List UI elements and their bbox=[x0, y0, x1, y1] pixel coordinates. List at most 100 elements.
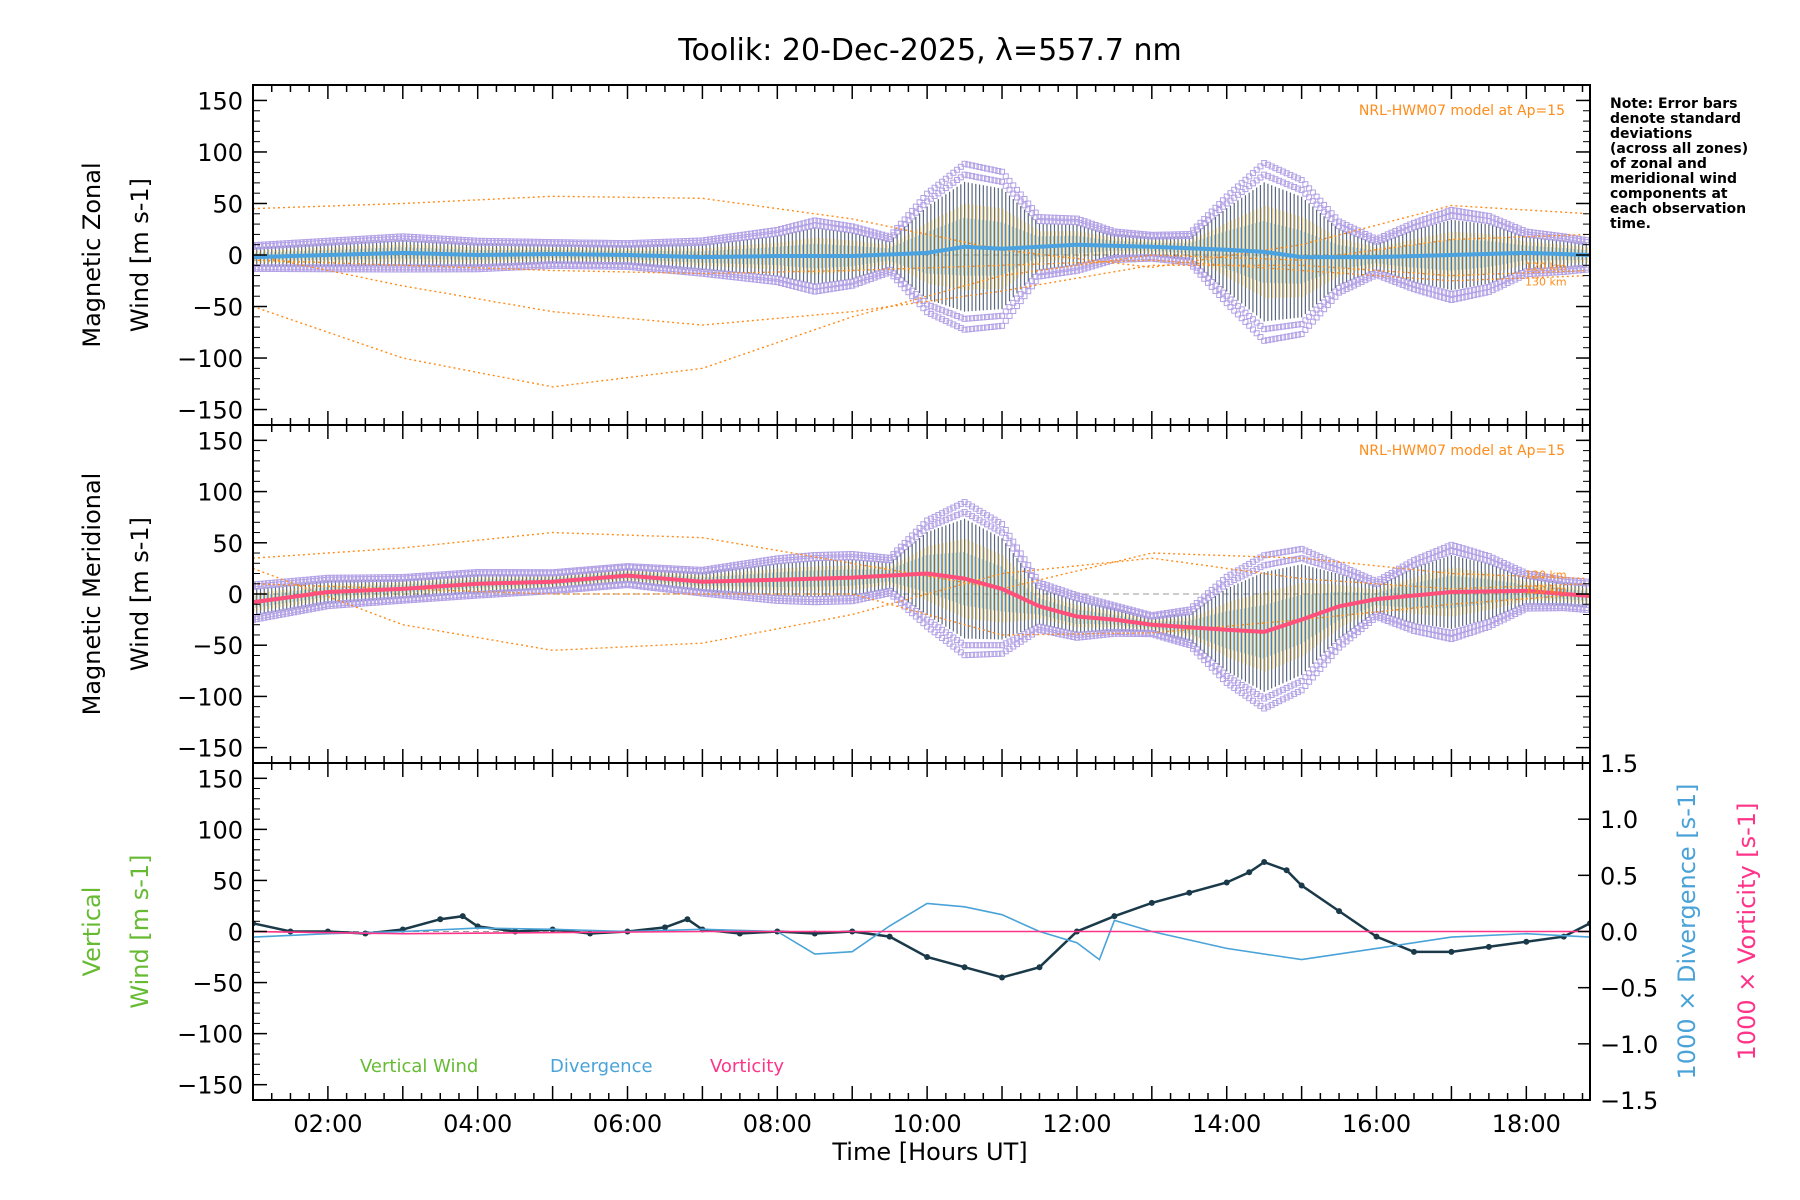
zone-point bbox=[823, 598, 829, 605]
zone-point bbox=[1302, 683, 1309, 690]
zone-point bbox=[1317, 553, 1324, 560]
zone-point bbox=[1017, 298, 1024, 305]
zone-point bbox=[744, 594, 751, 601]
zone-point bbox=[661, 267, 668, 274]
zone-point bbox=[1313, 314, 1320, 321]
zone-point bbox=[721, 563, 728, 570]
zone-point bbox=[1313, 560, 1320, 567]
zone-point bbox=[1246, 322, 1253, 329]
zone-point bbox=[605, 263, 612, 270]
zone-point bbox=[1317, 205, 1324, 212]
zone-point bbox=[1231, 299, 1238, 306]
zone-point bbox=[1077, 593, 1084, 600]
zone-point bbox=[897, 543, 904, 550]
zone-point bbox=[1399, 228, 1406, 235]
zone-point bbox=[800, 220, 807, 227]
zone-point bbox=[950, 504, 957, 511]
zone-point bbox=[875, 230, 882, 237]
zone-point bbox=[886, 590, 893, 597]
zone-point bbox=[1036, 582, 1043, 589]
zone-point bbox=[1073, 267, 1080, 274]
zone-point bbox=[834, 285, 841, 292]
zone-point bbox=[845, 283, 852, 290]
altitude-label: 130 km bbox=[1525, 275, 1567, 288]
zone-point bbox=[864, 277, 871, 284]
zone-point bbox=[815, 599, 822, 606]
zone-point bbox=[669, 565, 676, 572]
zone-point bbox=[1298, 678, 1305, 685]
zone-point bbox=[894, 228, 901, 235]
zone-point bbox=[1193, 649, 1200, 656]
zone-point bbox=[1141, 631, 1148, 638]
zone-point bbox=[482, 265, 489, 272]
zone-point bbox=[995, 313, 1002, 320]
zone-point bbox=[1249, 567, 1256, 574]
zone-point bbox=[1264, 337, 1271, 344]
zone-point bbox=[995, 168, 1002, 175]
zone-point bbox=[781, 228, 788, 235]
zone-point bbox=[396, 233, 403, 240]
zone-point bbox=[1261, 562, 1268, 569]
zone-point bbox=[294, 577, 301, 584]
zone-point bbox=[1014, 634, 1020, 641]
zone-point bbox=[617, 263, 624, 270]
zone-point bbox=[1332, 566, 1339, 573]
zone-point bbox=[317, 575, 324, 582]
zone-point bbox=[763, 231, 770, 238]
zone-point bbox=[1418, 559, 1425, 566]
zone-point bbox=[568, 263, 575, 270]
zone-point bbox=[1002, 173, 1009, 180]
zone-point bbox=[1276, 177, 1283, 184]
zone-point bbox=[1043, 272, 1050, 279]
zone-point bbox=[602, 263, 609, 270]
zone-point bbox=[1440, 634, 1447, 641]
zone-point bbox=[1410, 219, 1417, 226]
zone-point bbox=[1152, 231, 1159, 238]
zone-point bbox=[954, 512, 961, 519]
zone-point bbox=[1343, 222, 1350, 229]
zone-point bbox=[1302, 181, 1309, 188]
zone-point bbox=[512, 238, 519, 245]
zone-point bbox=[1474, 211, 1481, 218]
zone-point bbox=[351, 266, 358, 273]
zone-point bbox=[1148, 231, 1155, 238]
zone-point bbox=[478, 568, 485, 575]
zone-point bbox=[699, 237, 706, 244]
zone-point bbox=[882, 591, 889, 598]
zone-point bbox=[1287, 557, 1294, 564]
zone-point bbox=[1362, 576, 1369, 583]
zone-point bbox=[459, 266, 466, 273]
zone-point bbox=[553, 568, 560, 575]
zone-point bbox=[411, 573, 418, 580]
zone-point bbox=[1414, 223, 1421, 230]
zone-point bbox=[980, 324, 987, 331]
zone-point bbox=[1036, 579, 1043, 586]
zone-point bbox=[1216, 286, 1223, 293]
zone-point bbox=[392, 598, 399, 605]
zone-point bbox=[587, 566, 594, 573]
zone-point bbox=[999, 642, 1006, 649]
zone-point bbox=[793, 222, 800, 229]
zone-point bbox=[987, 323, 994, 330]
zone-point bbox=[1287, 683, 1294, 690]
zone-point bbox=[1351, 568, 1358, 575]
zone-point bbox=[1156, 633, 1163, 640]
zone-point bbox=[987, 642, 994, 649]
zone-point bbox=[542, 569, 549, 576]
zone-point bbox=[1002, 317, 1009, 324]
zone-point bbox=[867, 272, 874, 279]
zone-point bbox=[706, 565, 713, 572]
zone-point bbox=[336, 266, 343, 273]
note-line: meridional wind bbox=[1610, 171, 1737, 187]
zone-point bbox=[478, 592, 485, 599]
zone-point bbox=[437, 595, 444, 602]
zone-point bbox=[849, 223, 856, 230]
zone-point bbox=[1478, 211, 1485, 218]
zone-point bbox=[1485, 288, 1492, 295]
zone-point bbox=[493, 238, 500, 245]
zone-point bbox=[1261, 171, 1268, 178]
zone-point bbox=[1291, 690, 1298, 697]
zone-point bbox=[1283, 558, 1290, 565]
zone-point bbox=[1388, 274, 1395, 281]
